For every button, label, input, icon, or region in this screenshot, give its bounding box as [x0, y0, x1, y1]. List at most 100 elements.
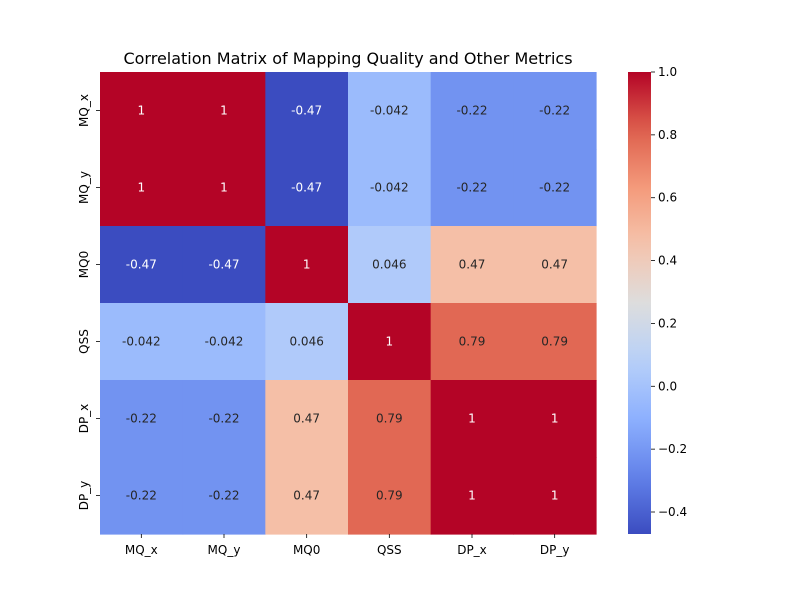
- heatmap-cell: [513, 72, 597, 150]
- y-tick-label: MQ_x: [77, 94, 91, 127]
- heatmap-cell: [182, 380, 266, 458]
- heatmap-cell: [100, 226, 184, 304]
- cell-value-label: -0.22: [456, 181, 487, 195]
- y-tick-label: MQ0: [77, 251, 91, 278]
- cell-value-label: -0.47: [126, 258, 157, 272]
- heatmap-cell: [348, 457, 432, 535]
- heatmap-cell: [182, 72, 266, 150]
- heatmap-cell: [513, 457, 597, 535]
- colorbar-gradient: [628, 72, 651, 534]
- heatmap-cell: [348, 72, 432, 150]
- cell-value-label: -0.22: [208, 489, 239, 503]
- cell-value-label: -0.22: [539, 104, 570, 118]
- cell-value-label: 0.046: [372, 258, 406, 272]
- cell-value-label: 1: [551, 412, 559, 426]
- cell-value-label: 1: [468, 412, 476, 426]
- cell-value-label: -0.47: [291, 104, 322, 118]
- cell-value-label: 1: [303, 258, 311, 272]
- cell-value-label: 1: [138, 181, 146, 195]
- y-tick-label: QSS: [77, 329, 91, 354]
- heatmap-cell: [348, 226, 432, 304]
- cell-value-label: -0.042: [370, 104, 409, 118]
- heatmap-cell: [513, 380, 597, 458]
- x-tick-label: DP_x: [457, 543, 487, 557]
- cell-value-label: -0.22: [208, 412, 239, 426]
- colorbar-tick-label: −0.2: [658, 442, 687, 456]
- y-axis: MQ_x MQ_y MQ0 QSS DP_x DP_y: [77, 94, 100, 510]
- cell-value-label: 1: [138, 104, 146, 118]
- colorbar-tick-label: 0.4: [658, 254, 677, 268]
- heatmap-cell: [182, 149, 266, 227]
- heatmap-cell: [100, 380, 184, 458]
- cell-value-label: -0.47: [291, 181, 322, 195]
- heatmap-cell: [265, 380, 349, 458]
- colorbar-tick-label: 1.0: [658, 65, 677, 79]
- heatmap-cell: [430, 303, 514, 381]
- x-axis: MQ_x MQ_y MQ0 QSS DP_x DP_y: [125, 534, 570, 557]
- heatmap-cell: [265, 457, 349, 535]
- heatmap-cells: [100, 72, 597, 535]
- heatmap-cell: [430, 380, 514, 458]
- heatmap-cell: [430, 72, 514, 150]
- heatmap-cell: [430, 457, 514, 535]
- heatmap-cell: [100, 303, 184, 381]
- cell-value-label: 0.47: [459, 258, 486, 272]
- heatmap-cell: [182, 303, 266, 381]
- colorbar: −0.4 −0.2 0.0 0.2 0.4 0.6 0.8 1.0: [628, 65, 687, 534]
- heatmap-cell: [100, 72, 184, 150]
- cell-value-label: -0.47: [208, 258, 239, 272]
- x-tick-label: MQ_x: [125, 543, 158, 557]
- heatmap-cell: [265, 303, 349, 381]
- cell-value-label: 0.47: [293, 412, 320, 426]
- heatmap-cell: [430, 226, 514, 304]
- cell-value-label: 0.79: [459, 335, 486, 349]
- heatmap-cell: [265, 226, 349, 304]
- cell-value-label: 0.046: [289, 335, 323, 349]
- heatmap-cell: [348, 303, 432, 381]
- heatmap-cell: [265, 149, 349, 227]
- heatmap-cell: [513, 226, 597, 304]
- y-tick-label: MQ_y: [77, 171, 91, 204]
- cell-value-label: -0.22: [539, 181, 570, 195]
- x-tick-label: MQ_y: [208, 543, 241, 557]
- cell-value-label: -0.042: [370, 181, 409, 195]
- heatmap-cell: [348, 149, 432, 227]
- heatmap-cell: [513, 149, 597, 227]
- heatmap-cell: [265, 72, 349, 150]
- heatmap-cell: [100, 149, 184, 227]
- chart-title: Correlation Matrix of Mapping Quality an…: [123, 49, 572, 68]
- heatmap-cell: [348, 380, 432, 458]
- y-tick-label: DP_y: [77, 481, 91, 511]
- cell-value-label: 1: [551, 489, 559, 503]
- heatmap-cell: [182, 457, 266, 535]
- cell-value-label: 1: [468, 489, 476, 503]
- cell-value-label: 0.47: [293, 489, 320, 503]
- heatmap-cell: [430, 149, 514, 227]
- cell-value-label: -0.22: [456, 104, 487, 118]
- x-tick-label: QSS: [377, 543, 402, 557]
- colorbar-tick-label: 0.8: [658, 128, 677, 142]
- heatmap-cell: [100, 457, 184, 535]
- cell-value-label: -0.22: [126, 412, 157, 426]
- colorbar-tick-label: −0.4: [658, 505, 687, 519]
- cell-value-label: 0.79: [376, 412, 403, 426]
- cell-value-label: 0.79: [376, 489, 403, 503]
- cell-value-label: -0.042: [205, 335, 244, 349]
- heatmap-cell: [513, 303, 597, 381]
- cell-value-label: 0.79: [541, 335, 568, 349]
- cell-value-label: -0.22: [126, 489, 157, 503]
- x-tick-label: DP_y: [540, 543, 570, 557]
- colorbar-tick-label: 0.6: [658, 191, 677, 205]
- cell-value-label: 1: [220, 104, 228, 118]
- y-tick-label: DP_x: [77, 404, 91, 434]
- colorbar-tick-label: 0.0: [658, 379, 677, 393]
- colorbar-tick-label: 0.2: [658, 316, 677, 330]
- heatmap-annotations: 1 1 -0.47 -0.042 -0.22 -0.22 1 1 -0.47 -0.042 -0.2…: [122, 104, 570, 503]
- cell-value-label: 1: [220, 181, 228, 195]
- cell-value-label: -0.042: [122, 335, 161, 349]
- cell-value-label: 1: [386, 335, 394, 349]
- x-tick-label: MQ0: [293, 543, 320, 557]
- heatmap-cell: [182, 226, 266, 304]
